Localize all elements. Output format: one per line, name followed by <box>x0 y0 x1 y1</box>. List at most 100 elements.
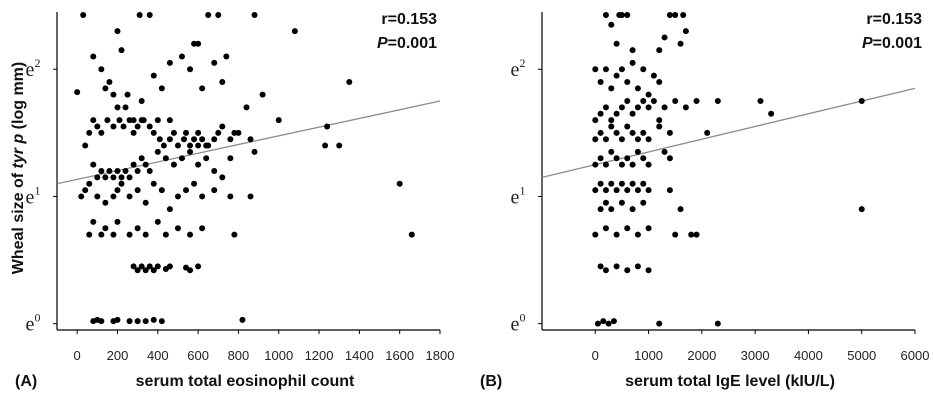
y-tick-label: e0 <box>511 311 526 336</box>
data-point <box>191 180 198 187</box>
data-point <box>134 187 141 194</box>
data-point <box>714 320 721 327</box>
data-point <box>211 168 218 174</box>
data-point <box>130 129 137 136</box>
y-tick-exponent: 0 <box>519 311 525 325</box>
panel-b-points <box>592 12 865 327</box>
data-point <box>618 12 625 18</box>
x-tick-label: 400 <box>147 348 169 363</box>
data-point <box>114 28 121 35</box>
data-point <box>90 218 97 225</box>
data-point <box>134 267 141 274</box>
data-point <box>645 267 652 274</box>
data-point <box>134 168 141 174</box>
data-point <box>592 66 599 73</box>
panel-b-stat-r: r=0.153 <box>866 11 922 28</box>
data-point <box>408 231 415 238</box>
data-point <box>682 28 689 35</box>
data-point <box>227 136 234 143</box>
data-point <box>158 187 165 194</box>
data-point <box>634 148 641 155</box>
data-point <box>126 193 133 200</box>
data-point <box>656 47 663 54</box>
data-point <box>645 136 652 143</box>
panel-b-p-value: =0.001 <box>873 35 922 52</box>
data-point <box>645 161 652 168</box>
data-point <box>134 318 141 325</box>
data-point <box>98 231 105 238</box>
y-tick-base: e <box>26 314 35 336</box>
data-point <box>114 218 121 225</box>
data-point <box>594 320 601 327</box>
panel-b-x-ticks: 0 1000 2000 3000 4000 5000 6000 <box>592 330 929 363</box>
data-point <box>602 66 609 73</box>
panel-b-p-letter: P <box>862 35 873 52</box>
data-point <box>205 142 212 149</box>
data-point <box>661 104 668 111</box>
y-tick-base: e <box>26 59 35 81</box>
x-tick-label: 0 <box>74 348 81 363</box>
data-point <box>150 180 157 187</box>
data-point <box>346 78 353 85</box>
data-point <box>82 187 89 194</box>
y-tick-base: e <box>511 314 520 336</box>
panel-a-label: (A) <box>15 373 37 390</box>
data-point <box>640 180 647 187</box>
data-point <box>602 136 609 143</box>
data-point <box>150 129 157 136</box>
data-point <box>251 148 258 155</box>
data-point <box>597 263 604 270</box>
data-point <box>150 72 157 79</box>
data-point <box>704 129 711 136</box>
data-point <box>661 148 668 155</box>
data-point <box>150 267 157 274</box>
data-point <box>608 21 615 28</box>
data-point <box>634 104 641 111</box>
data-point <box>118 174 125 181</box>
data-point <box>602 12 609 18</box>
data-point <box>597 180 604 187</box>
data-point <box>597 129 604 136</box>
data-point <box>618 66 625 73</box>
data-point <box>251 12 258 18</box>
data-point <box>624 98 631 105</box>
data-point <box>118 180 125 187</box>
data-point <box>640 199 647 206</box>
data-point <box>80 12 87 18</box>
data-point <box>142 161 149 168</box>
panel-b-x-label: serum total IgE level (kIU/L) <box>625 373 835 390</box>
data-point <box>126 318 133 325</box>
y-tick-exponent: 0 <box>34 311 40 325</box>
data-point <box>666 129 673 136</box>
data-point <box>136 12 143 18</box>
data-point <box>227 193 234 200</box>
y-label-suffix: (log mm) <box>10 62 27 134</box>
data-point <box>677 206 684 213</box>
data-point <box>235 129 242 136</box>
data-point <box>693 231 700 238</box>
data-point <box>114 316 121 323</box>
data-point <box>640 66 647 73</box>
data-point <box>142 199 149 206</box>
data-point <box>608 180 615 187</box>
data-point <box>98 168 105 174</box>
data-point <box>174 142 181 149</box>
data-point <box>114 104 121 111</box>
data-point <box>195 161 202 168</box>
x-tick-label: 1800 <box>426 348 455 363</box>
data-point <box>180 136 187 143</box>
data-point <box>322 142 329 149</box>
y-tick-exponent: 1 <box>519 183 525 197</box>
data-point <box>174 193 181 200</box>
data-point <box>858 98 865 105</box>
data-point <box>154 263 161 270</box>
data-point <box>640 155 647 162</box>
data-point <box>259 91 266 98</box>
data-point <box>645 91 652 98</box>
x-tick-label: 1600 <box>385 348 414 363</box>
data-point <box>122 168 129 174</box>
data-point <box>174 225 181 232</box>
data-point <box>146 168 153 174</box>
data-point <box>199 136 206 143</box>
